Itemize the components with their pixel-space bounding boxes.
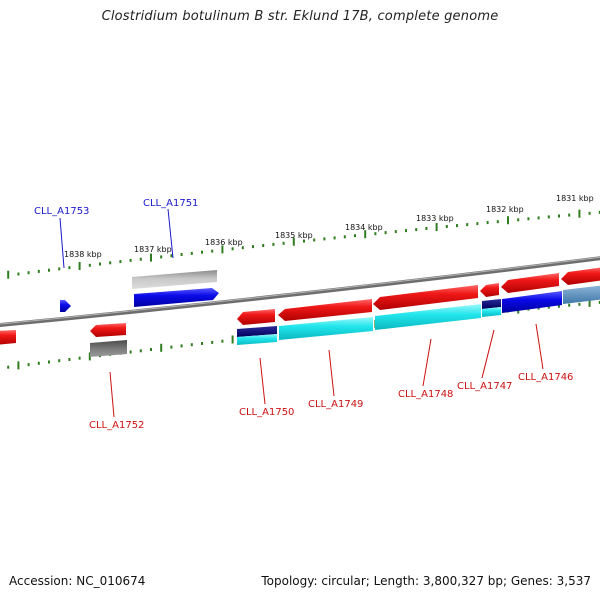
- gene-CLL_A1753[interactable]: [60, 300, 71, 312]
- gene-CLL_A1750[interactable]: [237, 309, 275, 325]
- gene-tag-CLL_A1748[interactable]: CLL_A1748: [398, 389, 453, 400]
- scale-tick-track-top: [7, 209, 600, 279]
- reverse-strand-genes: [0, 267, 600, 357]
- gene-right-edge[interactable]: [561, 267, 600, 285]
- forward-strand-genes: [60, 270, 219, 312]
- scale-label-1831kbp: 1831 kbp: [556, 194, 594, 203]
- scale-label-1832kbp: 1832 kbp: [486, 205, 524, 214]
- gene-CLL_A1748[interactable]: [373, 285, 478, 310]
- scale-label-1833kbp: 1833 kbp: [416, 214, 454, 223]
- scale-labels: 1838 kbp 1837 kbp 1836 kbp 1835 kbp 1834…: [64, 194, 594, 259]
- gene-CLL_A1747-feature[interactable]: [482, 299, 501, 309]
- gene-CLL_A1750-feature[interactable]: [237, 326, 277, 337]
- gene-CLL_A1749-cds[interactable]: [279, 317, 373, 340]
- gene-CLL_A1751-rna[interactable]: [132, 270, 217, 289]
- gene-right-edge-feature[interactable]: [563, 285, 600, 304]
- scale-label-1835kbp: 1835 kbp: [275, 231, 313, 240]
- gene-tag-CLL_A1747[interactable]: CLL_A1747: [457, 381, 512, 392]
- genome-backbone: [0, 256, 600, 328]
- gene-left-edge[interactable]: [0, 330, 16, 345]
- gene-tag-CLL_A1746[interactable]: CLL_A1746: [518, 372, 573, 383]
- gene-tag-CLL_A1749[interactable]: CLL_A1749: [308, 399, 363, 410]
- gene-leader-lines: [59, 208, 544, 418]
- gene-tags: CLL_A1753 CLL_A1751 CLL_A1752 CLL_A1750 …: [34, 198, 573, 431]
- gene-CLL_A1746-feature[interactable]: [502, 291, 562, 313]
- gene-CLL_A1751[interactable]: [134, 288, 219, 307]
- scale-label-1837kbp: 1837 kbp: [134, 245, 172, 254]
- gene-tag-CLL_A1750[interactable]: CLL_A1750: [239, 407, 294, 418]
- scale-label-1834kbp: 1834 kbp: [345, 223, 383, 232]
- gene-CLL_A1749[interactable]: [278, 299, 372, 321]
- scale-label-1836kbp: 1836 kbp: [205, 238, 243, 247]
- gene-tag-CLL_A1752[interactable]: CLL_A1752: [89, 420, 144, 431]
- gene-CLL_A1747[interactable]: [480, 283, 499, 297]
- topology-text: Topology: circular; Length: 3,800,327 bp…: [261, 574, 591, 588]
- accession-text: Accession: NC_010674: [9, 574, 146, 588]
- gene-CLL_A1752-rna[interactable]: [90, 340, 127, 357]
- scale-label-1838kbp: 1838 kbp: [64, 250, 102, 259]
- page-title: Clostridium botulinum B str. Eklund 17B,…: [101, 9, 499, 24]
- gene-CLL_A1748-cds[interactable]: [375, 304, 481, 330]
- gene-CLL_A1750-cds[interactable]: [237, 334, 277, 345]
- gene-CLL_A1747-cds[interactable]: [482, 307, 501, 317]
- genome-backbone-highlight: [0, 256, 600, 325]
- gene-tag-CLL_A1753[interactable]: CLL_A1753: [34, 206, 89, 217]
- gene-tag-CLL_A1751[interactable]: CLL_A1751: [143, 198, 198, 209]
- gene-CLL_A1752[interactable]: [90, 323, 126, 337]
- gene-CLL_A1746[interactable]: [501, 273, 559, 293]
